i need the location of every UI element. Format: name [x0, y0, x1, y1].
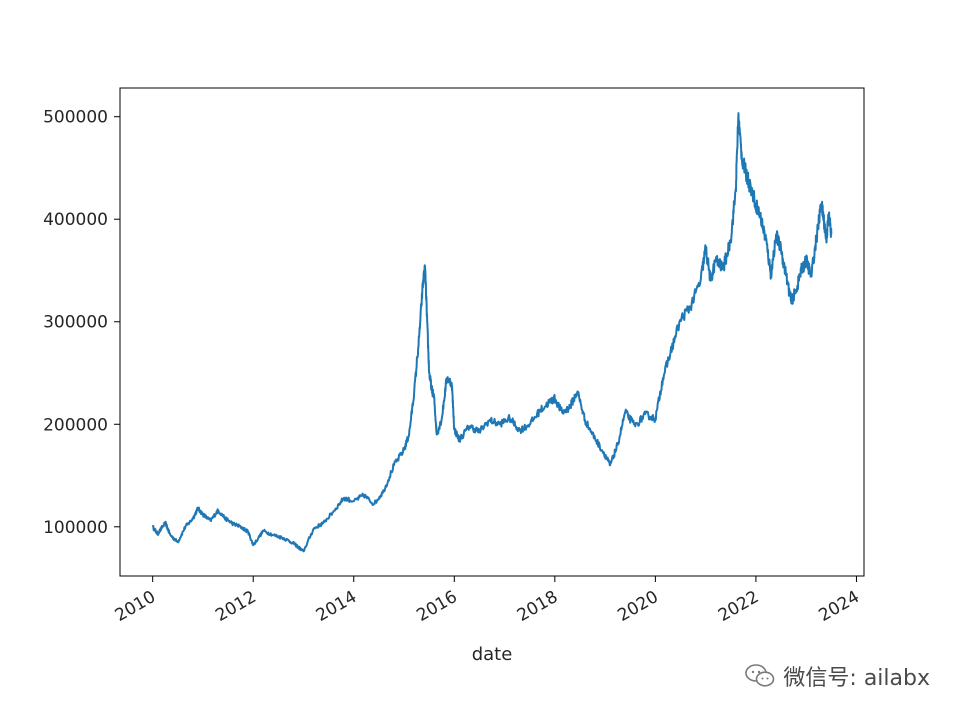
x-tick-label: 2010 — [112, 587, 159, 626]
wechat-icon — [745, 664, 775, 687]
x-axis-ticks: 2010 2012 2014 2016 2018 2020 2022 2024 — [112, 576, 863, 626]
x-tick-label: 2012 — [212, 587, 259, 626]
y-tick-label: 100000 — [43, 518, 108, 538]
series-line — [151, 112, 833, 553]
x-tick-label: 2024 — [815, 587, 862, 626]
y-tick-label: 400000 — [43, 210, 108, 230]
y-tick-label: 500000 — [43, 108, 108, 128]
y-tick-label: 300000 — [43, 313, 108, 333]
y-axis-ticks: 100000 200000 300000 400000 500000 — [43, 108, 120, 538]
x-tick-label: 2016 — [413, 587, 460, 626]
watermark: 微信号: ailabx — [745, 660, 930, 692]
x-tick-label: 2022 — [715, 587, 762, 626]
watermark-text: 微信号: ailabx — [783, 666, 930, 691]
y-tick-label: 200000 — [43, 415, 108, 435]
x-tick-label: 2018 — [514, 587, 561, 626]
x-tick-label: 2014 — [313, 587, 360, 626]
plot-area — [120, 88, 864, 576]
plot-frame — [119, 87, 865, 577]
x-axis-label: date — [472, 644, 513, 665]
x-tick-label: 2020 — [614, 587, 661, 626]
